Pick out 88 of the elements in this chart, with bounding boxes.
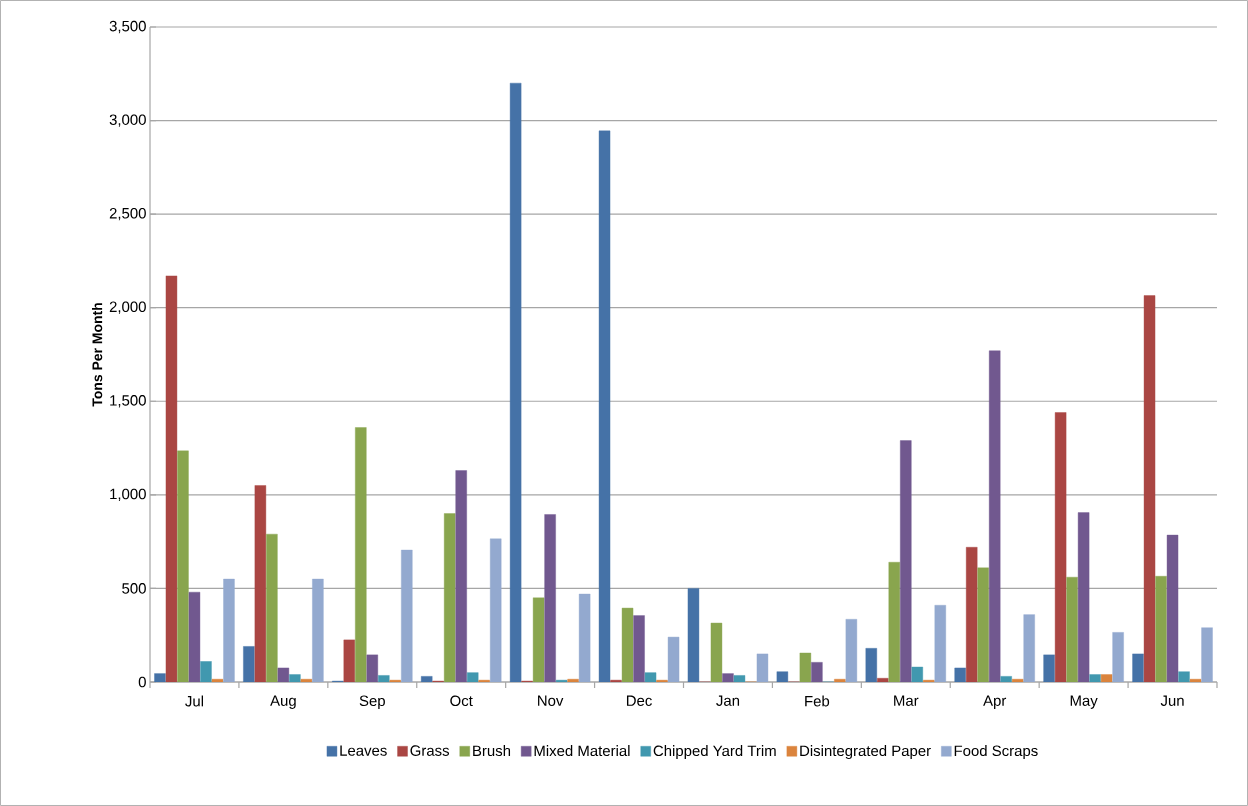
bar [266,533,278,682]
bar [467,672,479,682]
x-tick-label: Oct [450,695,473,707]
bar [490,538,502,682]
y-tick-label: 1,500 [110,395,146,408]
y-tick-label: 3,500 [109,20,146,34]
bar [811,662,823,682]
bar [1143,295,1156,682]
bar [578,593,591,682]
x-tick-label: Mar [894,695,919,706]
bar [211,678,224,682]
bar [1201,627,1213,682]
x-tick-label: Jun [1160,695,1184,706]
bar [644,672,657,682]
bar [188,591,201,682]
bar [911,666,923,682]
bar [1066,576,1078,682]
bar [934,605,946,682]
x-tick-label: May [1070,695,1098,709]
y-tick-label: 3,000 [109,114,146,127]
x-tick-label: Aug [270,695,296,709]
bar [1077,512,1090,682]
legend-label: Grass [410,745,450,756]
bar [567,678,579,682]
legend-label: Mixed Material [534,745,630,757]
bar [289,674,301,682]
bar [366,654,378,682]
bar [1054,412,1067,682]
x-tick-label: Dec [626,695,652,706]
bar [200,661,212,682]
x-tick-label: Apr [983,695,1007,709]
bar [756,653,769,682]
bar [544,514,556,682]
bar [177,450,189,682]
y-tick-label: 2,000 [109,301,146,314]
bar [733,675,746,682]
bar [1000,676,1012,682]
y-tick-label: 1,000 [110,488,146,502]
y-axis-title: Tons Per Month [92,303,103,407]
bar [877,678,889,682]
bar [977,567,989,682]
bar [401,549,413,682]
bar [1155,576,1167,682]
bar [845,619,858,682]
bar [355,427,367,682]
legend-label: Leaves [340,745,387,756]
bar [165,275,178,682]
legend-label: Chipped Yard Trim [653,745,776,760]
bar [710,622,723,682]
bar [1100,674,1113,682]
bar [532,597,545,682]
bar [989,350,1001,682]
bar [300,678,313,682]
y-tick-label: 2,500 [109,207,146,221]
bar [343,639,355,682]
bar [621,607,634,682]
bar [1166,534,1179,682]
bar [1189,678,1202,682]
bar [1112,632,1124,682]
bar [900,440,912,682]
bar [834,678,846,682]
bar [455,470,467,682]
bar [277,667,290,682]
bar [254,485,267,682]
y-tick-label: 500 [122,583,146,594]
bar [378,675,390,682]
legend-label: Brush [473,745,511,757]
bar [1012,678,1024,682]
legend-label: Disintegrated Paper [800,745,931,760]
bar [799,652,812,682]
bar [1023,614,1035,682]
bar [633,615,645,682]
bar [1178,671,1190,682]
x-tick-label: Sep [359,695,385,710]
x-tick-label: Jul [185,695,203,707]
x-tick-label: Jan [716,695,740,706]
bar [667,636,680,682]
bar [312,578,324,682]
bar [1089,674,1101,682]
bar [223,578,235,682]
y-tick-label: 0 [138,676,146,688]
bar [722,673,734,682]
bar [888,562,900,682]
bar [444,513,456,682]
x-tick-label: Nov [538,695,564,706]
x-tick-label: Feb [805,695,830,707]
legend-label: Food Scraps [954,745,1038,760]
bar [966,547,978,682]
